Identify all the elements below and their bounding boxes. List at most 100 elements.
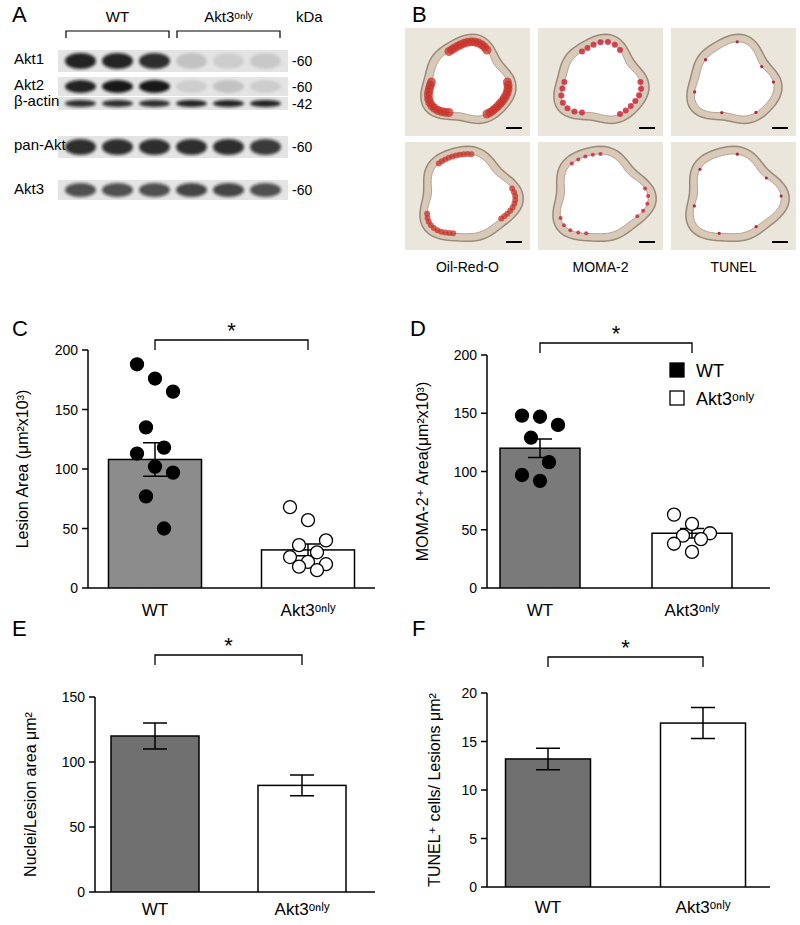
y-tick bbox=[481, 789, 487, 791]
y-tick-label: 100 bbox=[62, 754, 86, 770]
moma-stain bbox=[646, 194, 650, 198]
marks bbox=[506, 708, 746, 887]
chart-bar: CLesion Area (μm²x10³)050100150200WTAkt3… bbox=[12, 316, 375, 620]
band bbox=[139, 80, 170, 93]
unit-label: kDa bbox=[296, 8, 323, 25]
band bbox=[65, 80, 96, 93]
panel-letter: A bbox=[12, 2, 27, 27]
tunel-stain bbox=[736, 153, 739, 156]
band bbox=[139, 53, 170, 69]
data-point-circle bbox=[302, 514, 315, 527]
y-axis-label: Nuclei/Lesion area μm² bbox=[22, 711, 39, 877]
row-label: Akt3 bbox=[14, 180, 44, 197]
row-label: Akt2 bbox=[14, 76, 44, 93]
scale-bar bbox=[506, 241, 522, 243]
oil-red-stain bbox=[498, 215, 504, 221]
panel-letter: D bbox=[410, 316, 426, 341]
tunel-stain bbox=[736, 40, 739, 43]
legend-swatch bbox=[670, 391, 684, 405]
y-tick bbox=[481, 886, 487, 888]
band bbox=[213, 53, 244, 69]
y-tick bbox=[82, 528, 88, 530]
micrograph bbox=[405, 28, 530, 136]
tunel-stain bbox=[772, 80, 775, 83]
moma-stain bbox=[591, 42, 597, 48]
data-point-circle bbox=[140, 421, 153, 434]
band bbox=[250, 183, 281, 197]
y-tick-label: 0 bbox=[70, 580, 78, 596]
y-tick-label: 0 bbox=[77, 884, 85, 900]
y-tick bbox=[481, 587, 487, 589]
kda-label: -60 bbox=[292, 53, 312, 69]
chart-bar: DMOMA-2⁺ Area(μm²x10³)050100150200WTAkt3… bbox=[410, 316, 770, 620]
tunel-stain bbox=[754, 111, 757, 114]
tissue-bg bbox=[405, 28, 530, 136]
data-point-circle bbox=[284, 501, 297, 514]
micrograph bbox=[405, 142, 530, 250]
moma-stain bbox=[637, 79, 643, 85]
stain-label: TUNEL bbox=[711, 259, 757, 275]
band bbox=[250, 53, 281, 69]
y-tick-label: 100 bbox=[55, 461, 79, 477]
scale-bar bbox=[772, 241, 788, 243]
data-point-circle bbox=[311, 564, 324, 577]
band bbox=[139, 183, 170, 197]
legend-label: Akt3ᵒⁿˡʸ bbox=[696, 389, 754, 409]
panel-letter: F bbox=[412, 616, 425, 641]
y-tick-label: 200 bbox=[55, 342, 79, 358]
y-tick-label: 100 bbox=[454, 464, 478, 480]
x-tick-label: WT bbox=[142, 900, 168, 919]
band bbox=[213, 100, 244, 107]
row-label: pan-Akt bbox=[14, 136, 67, 153]
panel-letter: C bbox=[12, 316, 28, 341]
y-tick-label: 15 bbox=[461, 734, 477, 750]
moma-stain bbox=[623, 108, 629, 114]
band bbox=[176, 183, 207, 197]
band bbox=[102, 183, 133, 197]
y-tick bbox=[82, 409, 88, 411]
error-bar bbox=[536, 748, 560, 769]
moma-stain bbox=[617, 111, 623, 117]
moma-stain bbox=[568, 228, 572, 232]
x-tick-label: WT bbox=[527, 601, 553, 620]
bar bbox=[262, 550, 355, 588]
moma-stain bbox=[558, 93, 564, 99]
kda-label: -60 bbox=[292, 79, 312, 95]
band bbox=[176, 80, 207, 93]
tissue-bg bbox=[538, 28, 663, 136]
band bbox=[176, 100, 207, 107]
x-tick-label: Akt3ᵒⁿˡʸ bbox=[281, 601, 336, 620]
band bbox=[65, 100, 96, 107]
bar bbox=[500, 448, 580, 588]
scale-bar bbox=[506, 127, 522, 129]
micrograph bbox=[538, 142, 663, 250]
data-point-circle bbox=[552, 418, 565, 431]
moma-stain bbox=[562, 223, 566, 227]
significance-label: * bbox=[224, 633, 233, 658]
tunel-stain bbox=[765, 176, 768, 179]
y-tick-label: 150 bbox=[62, 689, 86, 705]
blot-strip bbox=[58, 97, 288, 110]
stain-label: Oil-Red-O bbox=[436, 259, 499, 275]
kda-label: -60 bbox=[292, 182, 312, 198]
band bbox=[250, 139, 281, 155]
y-tick-label: 150 bbox=[454, 405, 478, 421]
kda-label: -42 bbox=[292, 96, 312, 112]
y-tick-label: 150 bbox=[55, 402, 79, 418]
bar bbox=[661, 723, 746, 887]
y-tick bbox=[82, 349, 88, 351]
data-point-circle bbox=[140, 490, 153, 503]
moma-stain bbox=[565, 105, 571, 111]
y-tick bbox=[481, 741, 487, 743]
tunel-stain bbox=[698, 168, 701, 171]
y-tick bbox=[481, 529, 487, 531]
oil-red-stain bbox=[482, 45, 491, 54]
x-tick-label: Akt3ᵒⁿˡʸ bbox=[665, 601, 720, 620]
data-point-circle bbox=[131, 358, 144, 371]
y-tick-label: 10 bbox=[461, 782, 477, 798]
oil-red-stain bbox=[511, 189, 517, 195]
band bbox=[176, 53, 207, 69]
figure: AWTAkt3ᵒⁿˡʸkDaAkt1-60Akt2-60β-actin-42pa… bbox=[0, 0, 800, 925]
legend: WT Akt3ᵒⁿˡʸ bbox=[670, 361, 754, 409]
legend-label: WT bbox=[696, 361, 724, 381]
